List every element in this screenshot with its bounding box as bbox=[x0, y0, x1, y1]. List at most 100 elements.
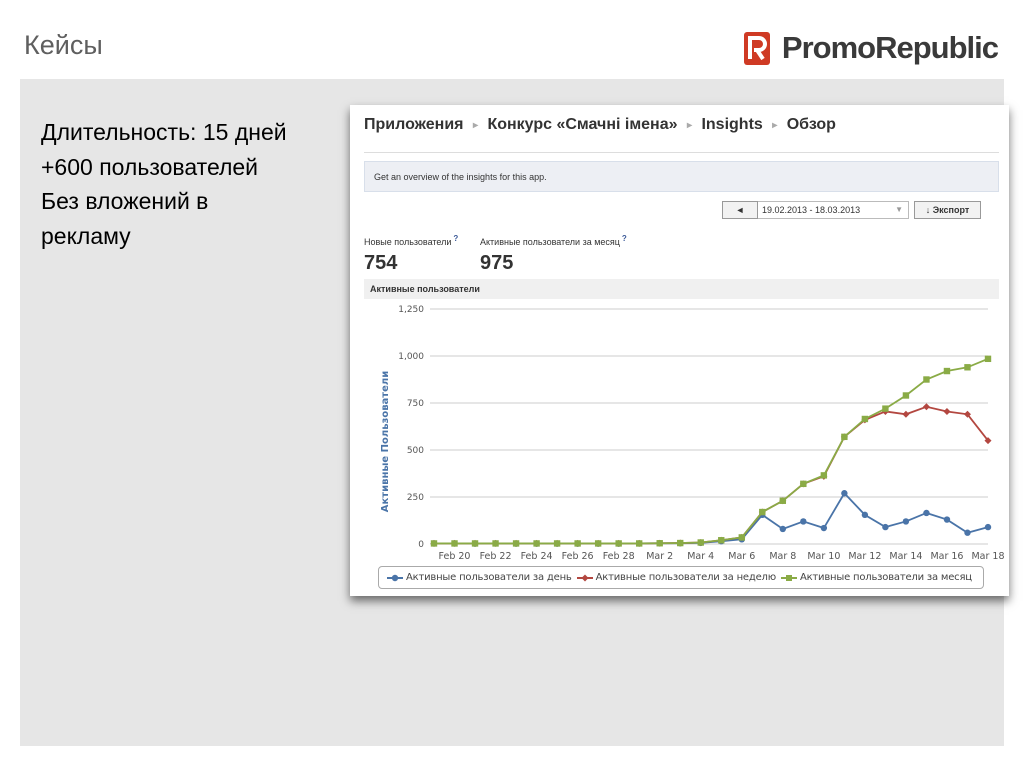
data-point-month bbox=[943, 367, 951, 375]
data-point-month bbox=[533, 540, 540, 547]
breadcrumb-contest[interactable]: Конкурс «Смачні імена» bbox=[487, 116, 678, 133]
case-bullets: Длительность: 15 дней +600 пользователей… bbox=[41, 115, 287, 253]
data-point-day bbox=[779, 525, 787, 533]
data-point-month bbox=[677, 539, 684, 547]
data-point-month bbox=[902, 392, 910, 399]
date-range-select[interactable]: 19.02.2013 - 18.03.2013 ▼ bbox=[758, 201, 909, 219]
insights-screenshot: Приложения ▸ Конкурс «Смачні імена» ▸ In… bbox=[350, 105, 1009, 596]
y-tick-label: 250 bbox=[407, 493, 424, 503]
slide-title: Кейсы bbox=[24, 30, 103, 60]
export-label: Экспорт bbox=[932, 205, 970, 215]
help-icon[interactable]: ? bbox=[453, 234, 459, 243]
x-tick-label: Mar 10 bbox=[807, 551, 840, 562]
data-point-month bbox=[964, 364, 971, 371]
x-tick-label: Mar 14 bbox=[889, 551, 922, 562]
data-point-month bbox=[451, 540, 458, 547]
legend-marker-icon bbox=[780, 574, 797, 581]
chart-section-title: Активные пользователи bbox=[364, 279, 999, 299]
data-point-month bbox=[779, 497, 787, 504]
metric-label-text: Активные пользователи за месяц bbox=[480, 237, 620, 247]
y-tick-label: 1,000 bbox=[398, 352, 424, 362]
promorepublic-logo: PromoRepublic bbox=[743, 30, 999, 66]
info-banner: Get an overview of the insights for this… bbox=[364, 161, 999, 192]
breadcrumb-separator-icon: ▸ bbox=[772, 120, 778, 131]
data-point-week bbox=[943, 407, 951, 415]
data-point-month bbox=[984, 355, 992, 363]
x-tick-label: Mar 8 bbox=[769, 551, 796, 562]
chart-legend: Активные пользователи за день Активные по… bbox=[378, 566, 984, 589]
data-point-week bbox=[902, 410, 910, 418]
legend-item-month[interactable]: Активные пользователи за месяц bbox=[780, 572, 972, 583]
legend-marker-icon bbox=[387, 574, 403, 581]
metric-label-text: Новые пользователи bbox=[364, 237, 452, 247]
legend-label: Активные пользователи за день bbox=[406, 572, 572, 583]
divider bbox=[364, 152, 999, 153]
x-tick-label: Mar 18 bbox=[971, 551, 1004, 562]
legend-item-week[interactable]: Активные пользователи за неделю bbox=[576, 572, 777, 583]
x-tick-label: Feb 28 bbox=[603, 551, 635, 562]
bullet-no-ads-line1: Без вложений в bbox=[41, 188, 209, 214]
metric-new-users-label: Новые пользователи? bbox=[364, 234, 459, 247]
data-point-month bbox=[923, 376, 930, 383]
metric-monthly-users-value: 975 bbox=[480, 252, 514, 274]
y-tick-label: 0 bbox=[418, 540, 424, 550]
y-tick-label: 500 bbox=[407, 446, 424, 456]
x-tick-label: Mar 6 bbox=[728, 551, 755, 562]
data-point-month bbox=[882, 405, 889, 412]
series-line-month bbox=[434, 357, 989, 545]
x-tick-label: Feb 26 bbox=[562, 551, 594, 562]
data-point-month bbox=[718, 537, 725, 544]
data-point-week bbox=[963, 410, 971, 418]
breadcrumb-apps[interactable]: Приложения bbox=[364, 116, 464, 133]
data-point-day bbox=[861, 511, 869, 519]
bullet-duration: Длительность: 15 дней bbox=[41, 119, 287, 145]
data-point-month bbox=[553, 540, 561, 547]
data-point-month bbox=[820, 472, 828, 479]
data-point-day bbox=[923, 509, 930, 517]
data-point-month bbox=[430, 540, 438, 547]
bullet-users: +600 пользователей bbox=[41, 153, 259, 180]
data-point-month bbox=[800, 480, 807, 488]
data-point-month bbox=[656, 540, 663, 547]
data-point-day bbox=[943, 516, 951, 523]
data-point-month bbox=[841, 433, 848, 441]
metric-new-users-value: 754 bbox=[364, 252, 398, 274]
data-point-month bbox=[759, 508, 766, 516]
breadcrumb-separator-icon: ▸ bbox=[686, 120, 692, 131]
data-point-month bbox=[471, 540, 479, 547]
breadcrumb: Приложения ▸ Конкурс «Смачні імена» ▸ In… bbox=[364, 116, 836, 134]
date-range-value: 19.02.2013 - 18.03.2013 bbox=[762, 205, 861, 215]
x-tick-label: Mar 2 bbox=[646, 551, 673, 562]
data-point-month bbox=[697, 539, 704, 546]
previous-period-button[interactable]: ◄ bbox=[722, 201, 758, 219]
logo-text: PromoRepublic bbox=[781, 30, 999, 65]
data-point-day bbox=[800, 518, 807, 525]
export-button[interactable]: ↓ Экспорт bbox=[914, 201, 981, 219]
data-point-week bbox=[922, 403, 930, 411]
legend-label: Активные пользователи за месяц bbox=[799, 572, 972, 583]
promorepublic-logo-mark-icon bbox=[743, 31, 770, 65]
download-icon: ↓ bbox=[925, 205, 931, 215]
x-tick-label: Mar 4 bbox=[687, 551, 714, 562]
x-tick-label: Mar 12 bbox=[848, 551, 881, 562]
data-point-day bbox=[902, 518, 910, 525]
data-point-day bbox=[964, 529, 971, 536]
legend-label: Активные пользователи за неделю bbox=[595, 572, 777, 583]
active-users-chart: 1,250 1,000 750 500 250 0 Активные Пользовател… bbox=[380, 305, 1005, 562]
bullet-no-ads-line2: рекламу bbox=[41, 222, 131, 249]
data-point-day bbox=[841, 490, 848, 497]
data-point-month bbox=[574, 540, 581, 547]
chevron-down-icon: ▼ bbox=[895, 205, 903, 214]
data-point-week bbox=[984, 437, 992, 445]
x-tick-label: Feb 24 bbox=[521, 551, 553, 562]
data-point-day bbox=[882, 523, 889, 531]
help-icon[interactable]: ? bbox=[621, 234, 627, 243]
data-point-month bbox=[635, 540, 643, 547]
breadcrumb-insights[interactable]: Insights bbox=[701, 116, 763, 133]
legend-item-day[interactable]: Активные пользователи за день bbox=[387, 572, 572, 583]
data-point-month bbox=[615, 540, 622, 547]
metric-monthly-users-label: Активные пользователи за месяц? bbox=[480, 234, 627, 247]
data-point-month bbox=[594, 540, 602, 547]
data-point-month bbox=[738, 534, 745, 541]
breadcrumb-separator-icon: ▸ bbox=[472, 120, 478, 131]
